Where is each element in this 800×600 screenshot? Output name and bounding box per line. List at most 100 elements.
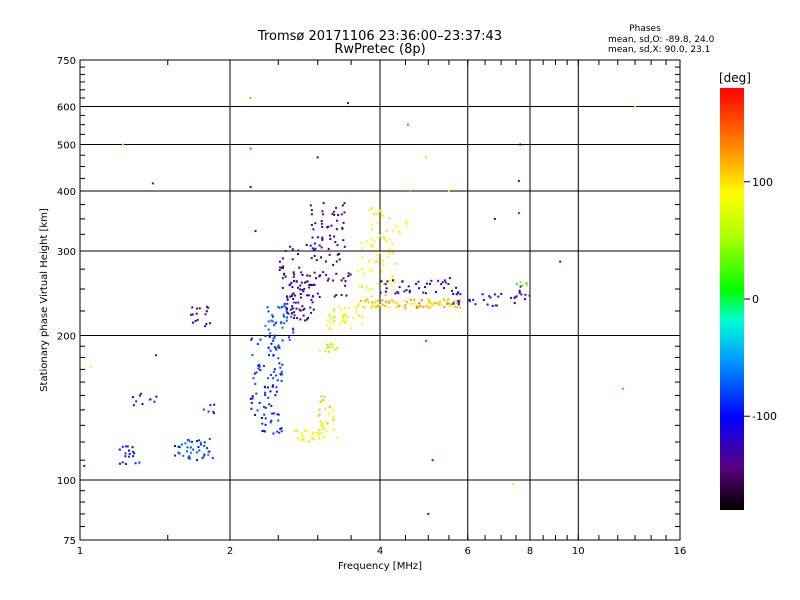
data-point: [285, 310, 288, 313]
data-point: [191, 321, 194, 324]
data-point: [315, 259, 318, 262]
data-point: [367, 301, 370, 304]
data-point: [440, 283, 443, 286]
data-point: [425, 292, 427, 295]
data-point: [296, 317, 299, 320]
data-point: [292, 301, 295, 304]
data-point: [447, 298, 450, 301]
data-point: [280, 379, 283, 382]
data-point: [307, 294, 310, 297]
data-point: [355, 307, 358, 310]
data-point: [327, 319, 329, 322]
chart-title-line2: RwPretec (8p): [334, 42, 425, 57]
data-point: [306, 274, 309, 277]
data-point: [448, 277, 451, 280]
data-point: [417, 280, 420, 283]
data-point: [370, 223, 373, 226]
data-point: [322, 427, 325, 430]
data-point: [457, 300, 460, 302]
data-point: [188, 440, 191, 443]
data-point: [325, 430, 328, 433]
data-point: [392, 229, 395, 232]
data-point: [264, 406, 267, 409]
data-point: [342, 318, 345, 321]
data-point: [389, 238, 392, 241]
data-point: [458, 299, 461, 302]
data-point: [296, 437, 299, 440]
data-point: [199, 441, 202, 444]
data-point: [292, 271, 295, 274]
data-point: [356, 270, 359, 273]
data-point: [429, 302, 432, 305]
data-point: [384, 300, 387, 303]
data-point: [251, 395, 254, 398]
data-point: [452, 293, 455, 295]
data-point: [303, 287, 306, 290]
data-point: [425, 339, 428, 342]
data-point: [271, 385, 274, 388]
data-point: [275, 390, 278, 393]
data-point: [281, 306, 284, 308]
data-point: [459, 293, 462, 296]
data-point: [395, 306, 398, 309]
data-point: [415, 283, 418, 285]
data-point: [297, 253, 299, 256]
data-point: [517, 179, 520, 182]
data-point: [347, 306, 350, 309]
data-point: [327, 277, 330, 280]
data-point: [398, 232, 401, 235]
data-point: [131, 396, 134, 399]
data-point: [206, 447, 209, 450]
data-point: [347, 102, 349, 105]
data-point: [519, 285, 522, 288]
data-point: [301, 435, 304, 438]
data-point: [118, 448, 121, 451]
data-point: [299, 288, 302, 291]
data-point: [280, 322, 283, 325]
data-point: [313, 271, 316, 274]
data-point: [124, 455, 127, 458]
data-point: [153, 400, 156, 403]
data-point: [189, 446, 192, 449]
colorbar-ticks: 100 0 -100: [744, 176, 777, 423]
data-point: [521, 284, 524, 287]
data-point: [290, 295, 293, 298]
data-point: [452, 302, 455, 305]
x-tick-label: 2: [227, 546, 233, 557]
data-point: [310, 223, 313, 226]
data-point: [401, 280, 404, 283]
data-point: [361, 323, 364, 326]
data-point: [323, 436, 326, 438]
data-point: [293, 314, 296, 317]
data-point: [418, 287, 420, 290]
data-point: [322, 399, 325, 401]
data-point: [275, 348, 278, 351]
data-point: [415, 307, 418, 309]
data-point: [300, 271, 303, 274]
colorbar-tick-label: -100: [752, 410, 777, 423]
data-point: [442, 298, 445, 301]
data-point: [312, 438, 315, 441]
data-point: [497, 295, 500, 298]
data-point: [424, 286, 426, 289]
data-point: [278, 307, 281, 310]
data-point: [388, 279, 391, 282]
data-point: [340, 213, 343, 216]
data-point: [272, 354, 275, 357]
data-point: [249, 185, 252, 188]
data-point: [332, 409, 335, 412]
data-point: [318, 429, 321, 432]
data-point: [332, 210, 335, 213]
data-point: [326, 343, 328, 346]
data-point: [443, 306, 446, 309]
data-point: [138, 394, 141, 397]
data-point: [366, 298, 369, 301]
data-point: [270, 419, 273, 422]
data-point: [318, 414, 320, 417]
phase-colorbar: [deg] 100 0 -100: [719, 71, 777, 510]
data-point: [188, 457, 191, 460]
data-points: [83, 97, 637, 515]
data-point: [370, 207, 373, 210]
data-point: [282, 313, 285, 316]
data-point: [406, 301, 409, 304]
